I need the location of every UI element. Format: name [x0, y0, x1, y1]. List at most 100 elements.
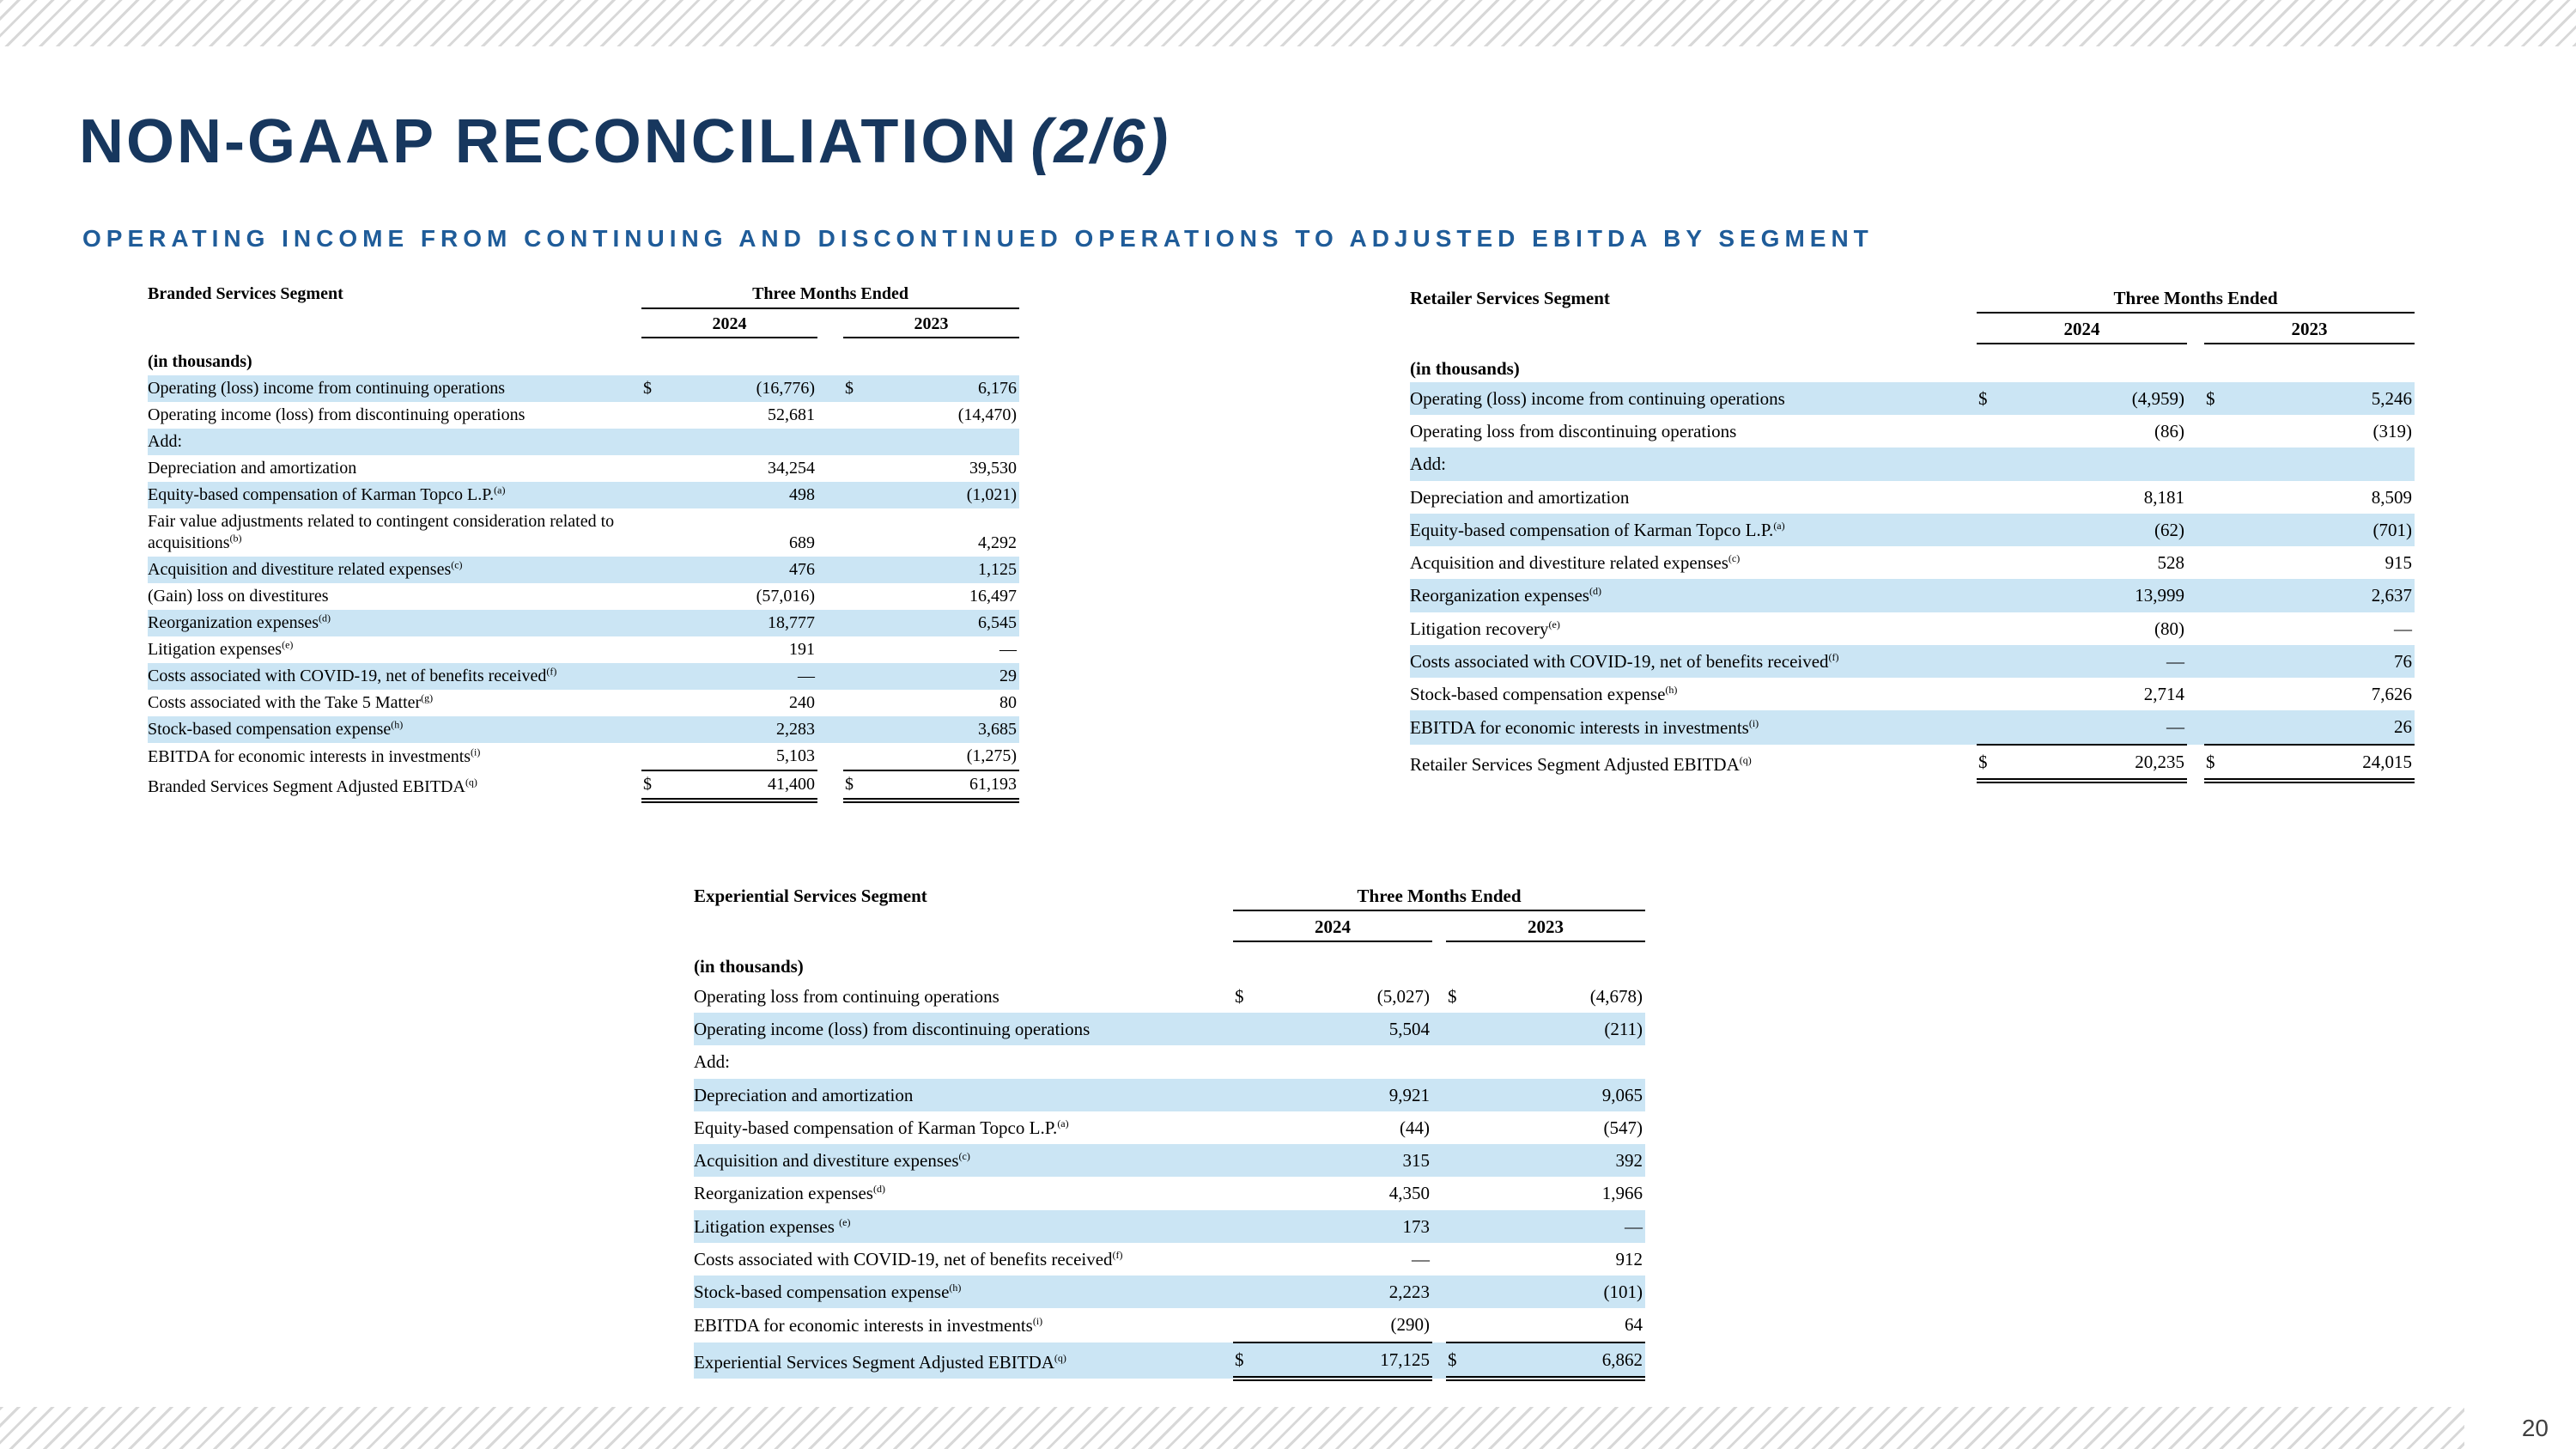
footnote-ref: (i) — [1032, 1315, 1043, 1328]
segment-header-row: Experiential Services Segment Three Mont… — [694, 885, 1646, 912]
value-2024: 2,714 — [2143, 684, 2184, 704]
segment-header-row: Branded Services Segment Three Months En… — [148, 283, 1020, 309]
footnote-ref: (f) — [1828, 650, 1839, 663]
dollar-sign-2024 — [1233, 1275, 1269, 1309]
table-row: Acquisition and divestiture related expe… — [1410, 546, 2415, 579]
dollar-sign-2024 — [641, 716, 676, 743]
dollar-sign-2023 — [843, 743, 878, 770]
dollar-sign-2023: $ — [843, 770, 878, 803]
year-header-row: 2024 2023 — [148, 308, 1020, 338]
dollar-sign-2023: $ — [1448, 985, 1457, 1007]
column-gap — [2187, 415, 2204, 447]
footnote-ref: (f) — [546, 665, 557, 678]
row-label-text: Costs associated with COVID-19, net of b… — [1410, 650, 1829, 672]
dollar-sign-2023 — [843, 482, 878, 508]
dollar-sign-2024 — [1977, 481, 2015, 514]
experiential-services-segment-table: Experiential Services Segment Three Mont… — [694, 885, 1646, 1381]
row-label-text: Costs associated with COVID-19, net of b… — [694, 1248, 1113, 1269]
dollar-sign-2024 — [1977, 415, 2015, 447]
column-gap — [2187, 612, 2204, 645]
row-label: Operating (loss) income from continuing … — [148, 375, 641, 402]
table-row: Operating loss from continuing operation… — [694, 980, 1645, 1013]
row-label: Depreciation and amortization — [148, 455, 641, 482]
footnote-ref: (h) — [1665, 684, 1678, 696]
column-gap — [2187, 644, 2204, 678]
value-2023: 39,530 — [969, 459, 1018, 478]
row-label: Operating income (loss) from discontinui… — [694, 1013, 1233, 1046]
value-2024 — [1269, 1045, 1432, 1078]
dollar-sign-2023 — [843, 663, 878, 690]
table-row: Experiential Services Segment Adjusted E… — [694, 1341, 1646, 1381]
dollar-sign-2024 — [1233, 1144, 1269, 1178]
value-2023: 1,125 — [878, 557, 1020, 583]
row-label: Equity-based compensation of Karman Topc… — [694, 1111, 1233, 1144]
row-label: Add: — [148, 429, 641, 455]
footnote-ref: (c) — [451, 558, 463, 571]
row-label-text: Reorganization expenses — [694, 1183, 873, 1204]
branded-services-segment-table: Branded Services Segment Three Months En… — [148, 283, 1020, 803]
empty-cell — [148, 308, 641, 338]
table-row: Operating (loss) income from continuing … — [1410, 381, 2415, 415]
empty-cell — [1410, 313, 1977, 343]
footnote-ref: (e) — [1548, 618, 1560, 630]
footnote-ref: (e) — [282, 638, 294, 651]
value-2024: 13,999 — [2015, 579, 2187, 612]
table-row: Add: — [1410, 447, 2415, 481]
footnote-ref: (e) — [839, 1215, 851, 1228]
dollar-sign-2023 — [843, 636, 878, 663]
row-label-text: Operating (loss) income from continuing … — [148, 379, 506, 398]
value-2023: — — [2394, 618, 2413, 639]
segment-title: Branded Services Segment — [148, 284, 343, 303]
row-label: Equity-based compensation of Karman Topc… — [1410, 513, 1977, 546]
footnote-ref: (h) — [391, 718, 404, 731]
dollar-sign-2023 — [1446, 1275, 1482, 1309]
value-2024: 34,254 — [768, 459, 815, 478]
row-label-text: Stock-based compensation expense — [1410, 684, 1666, 704]
value-2023: 6,176 — [878, 375, 1020, 402]
table-body: Operating (loss) income from continuing … — [148, 375, 1020, 803]
row-label-text: Acquisition and divestiture related expe… — [148, 560, 452, 579]
table-row: Equity-based compensation of Karman Topc… — [1410, 513, 2415, 546]
column-gap — [2187, 546, 2204, 579]
table-row: Depreciation and amortization 8,181 8,50… — [1410, 481, 2415, 514]
table-row: Branded Services Segment Adjusted EBITDA… — [148, 770, 1020, 803]
dollar-sign-2023 — [1446, 1209, 1482, 1243]
table-row: Costs associated with COVID-19, net of b… — [1410, 644, 2415, 678]
table-row: Litigation expenses (e) 173 — — [694, 1209, 1646, 1243]
column-gap — [2187, 710, 2204, 745]
row-label: EBITDA for economic interests in investm… — [1410, 710, 1977, 745]
year-2023-header: 2023 — [843, 308, 1020, 338]
dollar-sign-2024 — [1233, 1013, 1269, 1046]
year-header-row: 2024 2023 — [694, 910, 1646, 942]
row-label-text: Reorganization expenses — [1410, 585, 1589, 606]
value-2023: 64 — [1625, 1314, 1643, 1336]
value-2024: (16,776) — [676, 375, 817, 402]
column-gap — [817, 557, 843, 583]
row-label: Costs associated with COVID-19, net of b… — [1410, 644, 1977, 678]
value-2023: (1,021) — [878, 482, 1020, 508]
table-row: Operating loss from discontinuing operat… — [1410, 415, 2415, 447]
value-2024: 4,350 — [1388, 1183, 1430, 1204]
dollar-sign-2024 — [1233, 1045, 1269, 1078]
row-label-text: Operating loss from continuing operation… — [694, 985, 999, 1007]
dollar-sign-2023 — [1446, 1144, 1482, 1178]
bottom-stripe-band — [0, 1407, 2464, 1449]
dollar-sign-2024: $ — [1235, 985, 1244, 1007]
table-row: Add: — [694, 1045, 1645, 1078]
row-label: EBITDA for economic interests in investm… — [148, 743, 641, 770]
table-row: EBITDA for economic interests in investm… — [148, 743, 1019, 770]
segment-title: Experiential Services Segment — [694, 886, 927, 906]
column-gap — [1432, 1144, 1446, 1178]
footnote-ref: (a) — [494, 484, 506, 496]
column-gap — [2187, 447, 2204, 481]
value-2023: 29 — [878, 663, 1020, 690]
column-gap — [1432, 1013, 1446, 1046]
dollar-sign-2024 — [1233, 1177, 1269, 1209]
table-row: Stock-based compensation expense(h) 2,28… — [148, 716, 1020, 743]
dollar-sign-2024 — [1977, 447, 2015, 481]
value-2024: 5,103 — [776, 746, 815, 765]
table-row: Equity-based compensation of Karman Topc… — [694, 1111, 1645, 1144]
value-2023: — — [999, 640, 1018, 659]
value-2023: 392 — [1482, 1144, 1646, 1178]
value-2023: 9,065 — [1482, 1078, 1646, 1111]
